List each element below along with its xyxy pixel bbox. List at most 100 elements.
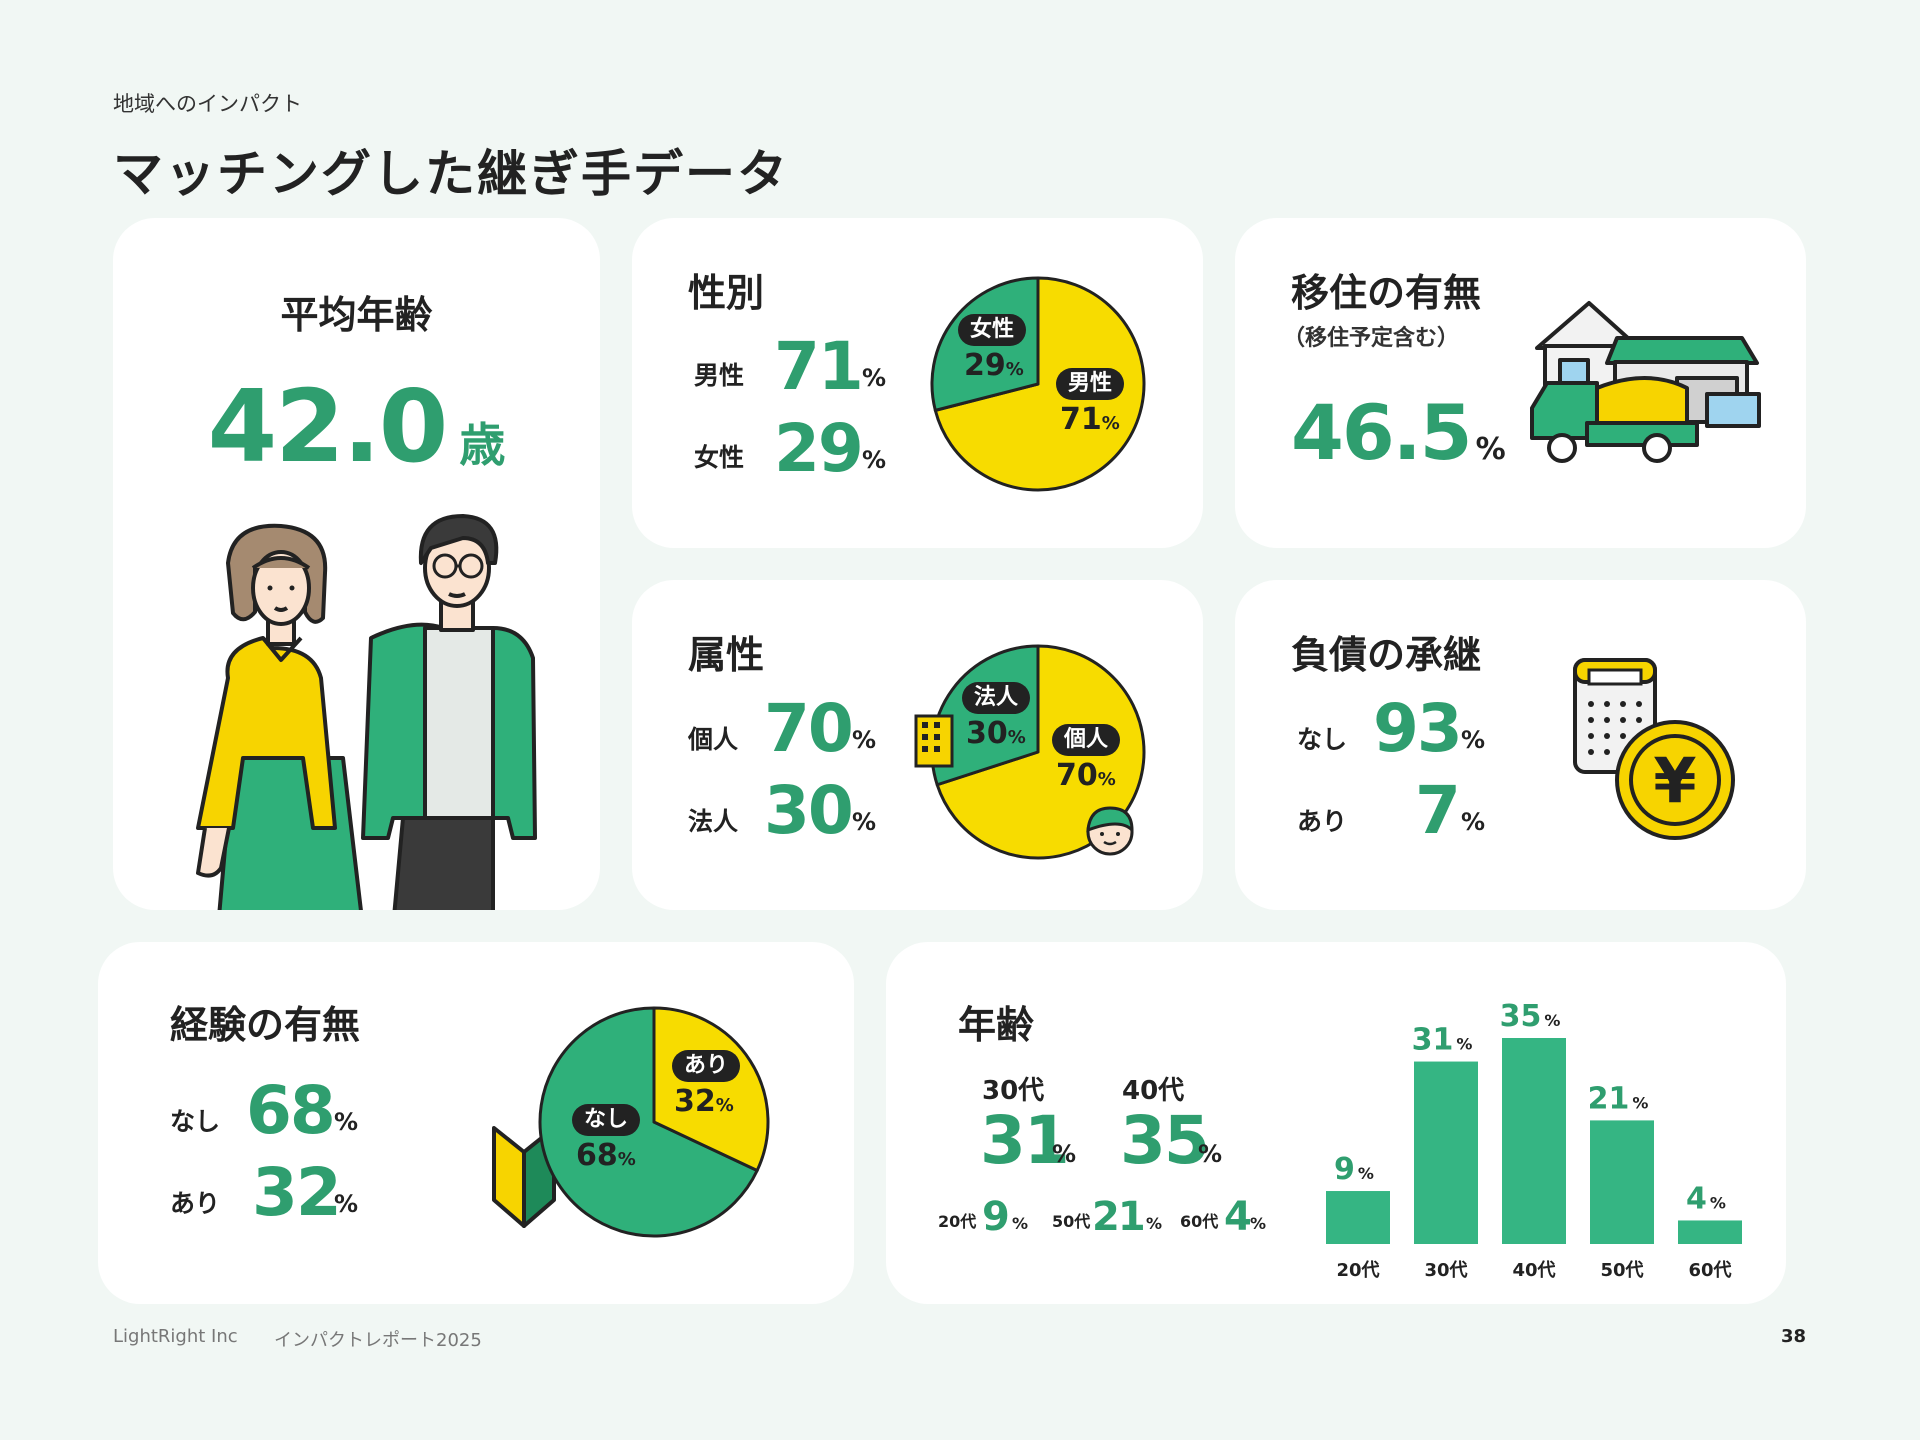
debt-yes-label: あり	[1297, 807, 1348, 836]
experience-pie-val-yes-num: 32	[674, 1084, 716, 1119]
age-big-30s-unit: %	[1052, 1140, 1077, 1168]
age-bar-label-40代: 35%	[1500, 999, 1561, 1034]
age-bar-category-30代: 30代	[1424, 1260, 1467, 1281]
age-big-40s-unit: %	[1198, 1140, 1223, 1168]
age-big-40s: 40代 35 %	[1120, 1070, 1242, 1180]
age-bar-60代	[1678, 1220, 1742, 1244]
experience-pie-val-no: 68%	[576, 1138, 636, 1173]
debt-card: 負債の承継 なし 93 % あり 7 % ¥	[1235, 580, 1806, 910]
experience-pie-val-yes: 32%	[674, 1084, 734, 1119]
section-kicker: 地域へのインパクト	[113, 92, 302, 116]
experience-none-label: なし	[170, 1107, 221, 1136]
debt-yes-value: 7	[1415, 772, 1461, 849]
debt-none-value: 93	[1373, 690, 1463, 767]
age-big-40s-value: 35	[1120, 1102, 1210, 1179]
experience-row-none: なし 68 %	[170, 1072, 390, 1149]
age-title: 年齢	[958, 1003, 1035, 1047]
debt-row-none: なし 93 %	[1297, 690, 1497, 767]
age-bar-40代	[1502, 1038, 1566, 1244]
debt-row-yes: あり 7 %	[1297, 772, 1497, 849]
attribute-pie-val-corp-num: 30	[966, 716, 1008, 751]
gender-female-unit: %	[862, 446, 887, 474]
age-bar-category-60代: 60代	[1688, 1260, 1731, 1281]
experience-pie-val-no-num: 68	[576, 1138, 618, 1173]
migration-value: 46.5	[1291, 388, 1473, 477]
gender-title: 性別	[688, 271, 765, 315]
attribute-title: 属性	[688, 633, 765, 677]
gender-row-male: 男性 71 %	[694, 328, 894, 405]
age-big-30s-value: 31	[980, 1102, 1070, 1179]
experience-yes-value: 32	[252, 1154, 342, 1231]
pie-slice-なし	[538, 1006, 759, 1238]
avg-age-value: 42.0	[207, 368, 449, 485]
gender-pie-val-male: 71%	[1060, 402, 1120, 437]
gender-card: 性別 男性 71 % 女性 29 % 女性 29% 男性 71%	[632, 218, 1203, 548]
attribute-corp-label: 法人	[688, 807, 739, 836]
debt-title: 負債の承継	[1291, 633, 1482, 677]
migration-title: 移住の有無	[1291, 271, 1482, 315]
experience-title: 経験の有無	[170, 1003, 361, 1047]
pie-slice-男性	[933, 276, 1146, 492]
house-truck-icon	[1530, 301, 1761, 463]
migration-subtitle: （移住予定含む）	[1283, 326, 1460, 351]
experience-pie-tag-yes: あり	[672, 1050, 741, 1082]
calculator-yen-icon: ¥	[1573, 658, 1735, 840]
people-illustration	[196, 514, 537, 910]
attribute-pie-val-corp: 30%	[966, 716, 1026, 751]
attribute-card: 属性 個人 70 % 法人 30 % 法人 30% 個人 70%	[632, 580, 1203, 910]
migration-card: 移住の有無 （移住予定含む） 46.5 %	[1235, 218, 1806, 548]
gender-pie-val-female: 29%	[964, 348, 1024, 383]
man-figure	[361, 514, 537, 910]
person-face-icon	[1086, 806, 1134, 856]
page-title: マッチングした継ぎ手データ	[113, 145, 789, 203]
attribute-corp-value: 30	[764, 772, 854, 849]
age-bar-20代	[1326, 1191, 1390, 1244]
migration-unit: %	[1475, 432, 1506, 467]
gender-female-label: 女性	[694, 443, 745, 472]
age-small-50s-label: 50代	[1052, 1212, 1091, 1231]
attribute-pie-tag-corp: 法人	[962, 682, 1031, 714]
attribute-row-corp: 法人 30 %	[688, 772, 888, 849]
attribute-row-indiv: 個人 70 %	[688, 690, 888, 767]
experience-card: 経験の有無 なし 68 % あり 32 % あり 32% なし 68%	[98, 942, 854, 1304]
age-big-30s-label: 30代	[982, 1076, 1045, 1106]
age-bar-30代	[1414, 1061, 1478, 1244]
age-small-20s: 20代 9 %	[938, 1194, 1048, 1244]
debt-none-label: なし	[1297, 725, 1348, 754]
attribute-pie-val-indiv: 70%	[1056, 758, 1116, 793]
pie-slice-あり	[652, 1006, 770, 1173]
age-bar-category-50代: 50代	[1600, 1260, 1643, 1281]
gender-pie-val-male-num: 71	[1060, 402, 1102, 437]
gender-pie-tag-female: 女性	[958, 314, 1027, 346]
gender-pie-val-female-num: 29	[964, 348, 1006, 383]
attribute-indiv-label: 個人	[688, 725, 739, 754]
age-small-20s-label: 20代	[938, 1212, 977, 1231]
age-bar-category-40代: 40代	[1512, 1260, 1555, 1281]
experience-none-value: 68	[246, 1072, 336, 1149]
experience-pie-tag-no: なし	[572, 1104, 641, 1136]
gender-male-value: 71	[774, 328, 864, 405]
avg-age-unit: 歳	[459, 418, 506, 472]
avg-age-value-wrap: 42.0 歳	[113, 368, 600, 485]
age-card: 年齢 30代 31 % 40代 35 % 20代 9 % 50代 21 % 60…	[886, 942, 1786, 1304]
gender-male-label: 男性	[694, 361, 745, 390]
age-small-60s-value: 4	[1224, 1194, 1252, 1240]
yen-symbol: ¥	[1653, 744, 1696, 817]
woman-figure	[196, 523, 363, 910]
age-small-50s-value: 21	[1092, 1194, 1146, 1240]
experience-none-unit: %	[334, 1108, 359, 1136]
age-small-20s-unit: %	[1012, 1214, 1029, 1233]
gender-male-unit: %	[862, 364, 887, 392]
footer-report: インパクトレポート2025	[274, 1330, 482, 1351]
age-small-60s: 60代 4 %	[1180, 1194, 1290, 1244]
age-bar-label-50代: 21%	[1588, 1081, 1649, 1116]
gender-female-value: 29	[774, 410, 864, 487]
avg-age-card: 平均年齢 42.0 歳	[113, 218, 600, 910]
age-bar-label-20代: 9%	[1334, 1152, 1374, 1187]
age-small-60s-label: 60代	[1180, 1212, 1219, 1231]
age-bar-chart: 9 % 20代 31 % 30代 35 % 40代 21 % 50代 4 % 60代	[1326, 999, 1742, 1281]
experience-row-yes: あり 32 %	[170, 1154, 390, 1231]
attribute-corp-unit: %	[852, 808, 877, 836]
experience-yes-unit: %	[334, 1190, 359, 1218]
migration-value-wrap: 46.5 %	[1291, 388, 1506, 477]
